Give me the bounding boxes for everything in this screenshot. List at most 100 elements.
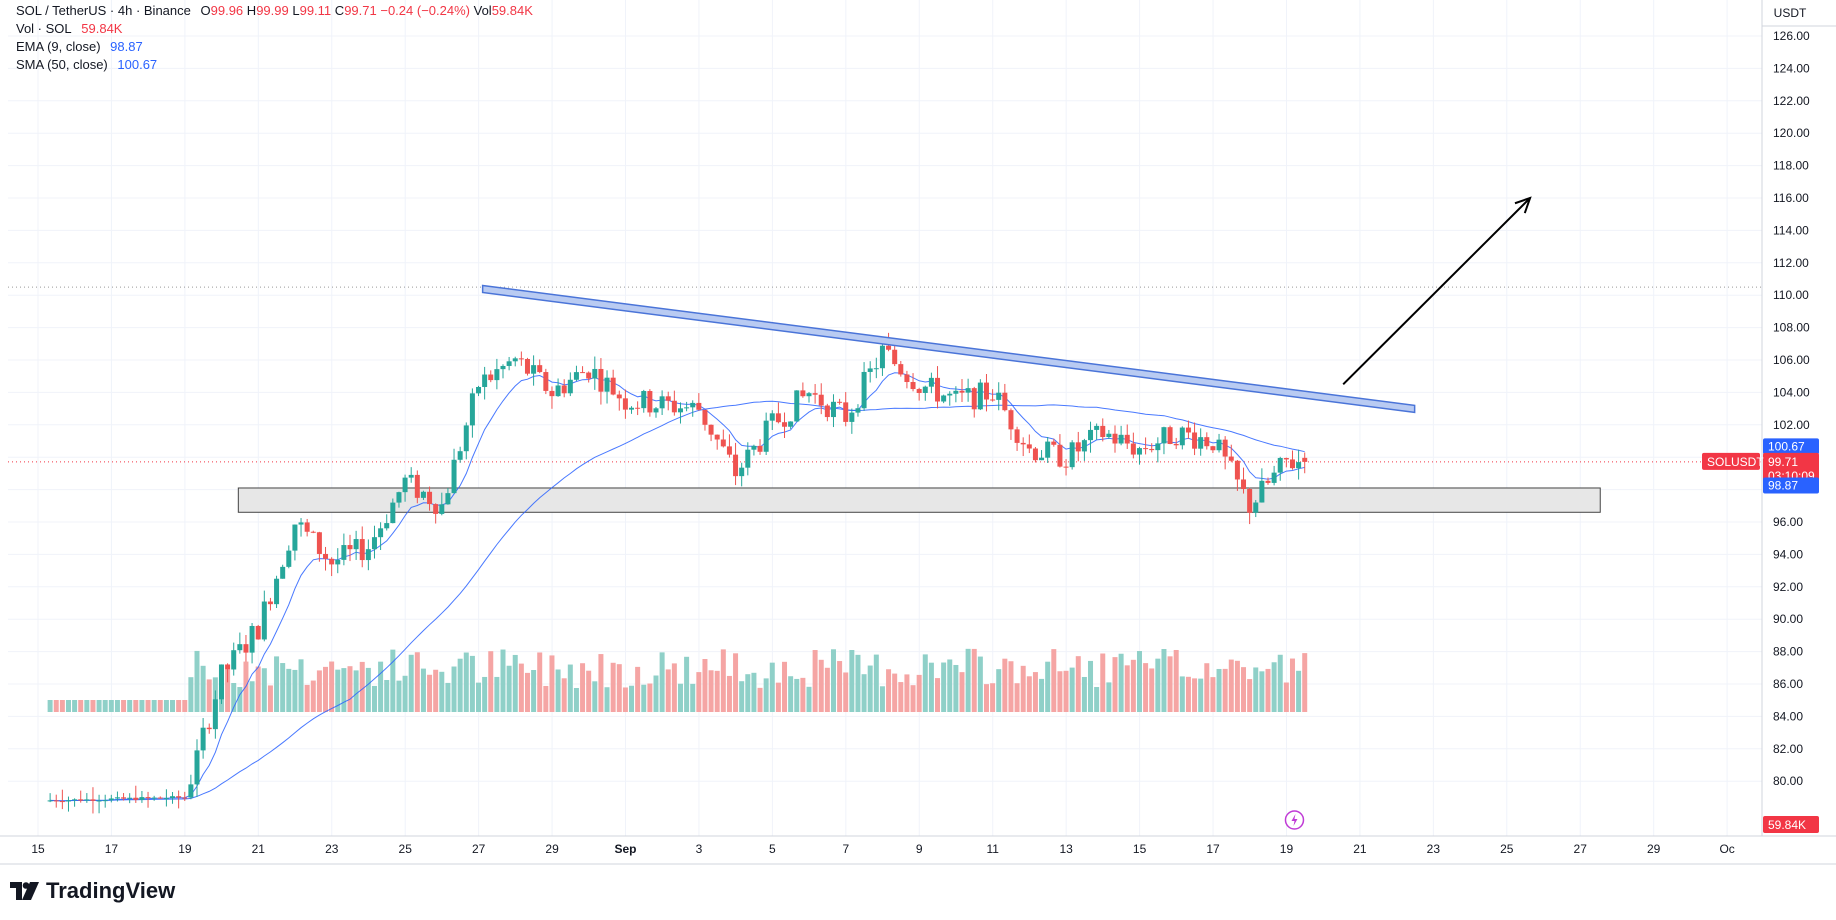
volume-bar <box>1081 676 1087 712</box>
candle-body <box>947 393 953 396</box>
volume-bar <box>745 674 751 712</box>
legend-ema-row[interactable]: EMA (9, close) 98.87 <box>16 38 533 56</box>
candle-body <box>824 405 830 418</box>
candle-body <box>867 368 873 372</box>
volume-bar <box>616 664 622 712</box>
symbol-tag-bg <box>1702 452 1760 470</box>
candle-body <box>390 502 396 524</box>
volume-bar <box>378 661 384 712</box>
candle-body <box>1020 442 1026 445</box>
candle-body <box>1192 432 1198 449</box>
high-value: 99.99 <box>256 3 289 18</box>
candle-body <box>892 349 898 365</box>
ema-line <box>50 372 1305 802</box>
volume-bar <box>500 649 506 712</box>
candle-body <box>1002 392 1008 411</box>
volume-bar <box>469 655 475 712</box>
volume-bar <box>1075 656 1081 712</box>
candle-body <box>494 369 500 381</box>
legend-volume-row[interactable]: Vol · SOL 59.84K <box>16 20 533 38</box>
candle-body <box>280 566 286 579</box>
support-zone-layer <box>8 286 1762 513</box>
volume-bar <box>855 654 861 712</box>
candle-body <box>843 402 849 422</box>
candle-body <box>255 625 261 640</box>
volume-bar <box>837 661 843 712</box>
volume-bar <box>983 684 989 712</box>
volume-bar <box>396 680 402 712</box>
price-tick-label: 80.00 <box>1773 774 1803 788</box>
candle-body <box>84 799 90 801</box>
candle-body <box>1008 410 1014 430</box>
volume-bar <box>176 700 182 712</box>
symbol-tag: SOLUSDT <box>1707 455 1764 469</box>
chart-legend: SOL / TetherUS · 4h · Binance O99.96 H99… <box>16 2 533 74</box>
candle-body <box>837 401 843 403</box>
last-price-value: 99.71 <box>1768 455 1798 469</box>
candle-body <box>1136 448 1142 455</box>
time-tick-label: 29 <box>545 842 559 856</box>
candle-body <box>959 390 965 393</box>
volume-bar <box>1277 654 1283 712</box>
candle-body <box>1039 457 1045 461</box>
volume-bar <box>824 667 830 712</box>
candle-body <box>65 800 71 802</box>
candle-body <box>414 474 420 498</box>
time-tick-label: 17 <box>1206 842 1220 856</box>
volume-bar <box>267 685 273 712</box>
candle-body <box>231 650 237 670</box>
candle-body <box>72 799 78 801</box>
candle-body <box>524 358 530 374</box>
projection-arrow <box>1342 197 1531 386</box>
candle-body <box>451 459 457 494</box>
candle-body <box>910 382 916 390</box>
time-tick-label: 15 <box>1133 842 1147 856</box>
candle-body <box>200 727 206 751</box>
candle-body <box>537 365 543 373</box>
legend-sma-row[interactable]: SMA (50, close) 100.67 <box>16 56 533 74</box>
candle-body <box>267 601 273 605</box>
price-tick-label: 106.00 <box>1773 353 1810 367</box>
volume-bar <box>304 684 310 712</box>
volume-bar <box>439 671 445 712</box>
volume-bar <box>451 666 457 712</box>
volume-tag: 59.84K <box>1768 818 1806 832</box>
volume-bar <box>990 683 996 712</box>
sma-price-tag: 100.67 <box>1768 439 1805 453</box>
volume-bar <box>659 652 665 712</box>
volume-bar <box>108 700 114 712</box>
candle-body <box>310 531 316 533</box>
volume-bar <box>170 700 176 712</box>
volume-bar <box>879 686 885 712</box>
volume-bar <box>604 687 610 712</box>
volume-bar <box>622 687 628 712</box>
candle-body <box>879 345 885 369</box>
symbol-title[interactable]: SOL / TetherUS · 4h · Binance <box>16 3 191 18</box>
volume-bar <box>665 669 671 712</box>
tradingview-brand[interactable]: TradingView <box>10 878 175 904</box>
volume-bar <box>1118 653 1124 712</box>
volume-bar <box>90 700 96 712</box>
volume-bar <box>1247 679 1253 712</box>
candle-body <box>292 524 298 551</box>
volume-bar <box>861 674 867 712</box>
candle-body <box>445 493 451 505</box>
candle-body <box>133 797 139 800</box>
candle-body <box>769 413 775 421</box>
volume-bar <box>653 675 659 712</box>
chart-axes: USDT 126.00 124.00 122.00 120.00 118.00 116.00… <box>0 0 1836 865</box>
close-label: C <box>334 3 345 18</box>
price-tick-label: 118.00 <box>1773 159 1809 173</box>
candle-body <box>1283 457 1289 460</box>
candle-body <box>323 553 329 559</box>
candle-body <box>408 474 414 478</box>
candle-body <box>463 425 469 452</box>
candle-body <box>1253 502 1259 513</box>
ema-price-tag: 98.87 <box>1768 479 1798 493</box>
volume-bar <box>182 700 188 712</box>
chart-drawings <box>481 196 1532 830</box>
volume-bar <box>151 700 157 712</box>
time-tick-label: 19 <box>178 842 192 856</box>
volume-bar <box>1155 658 1161 712</box>
